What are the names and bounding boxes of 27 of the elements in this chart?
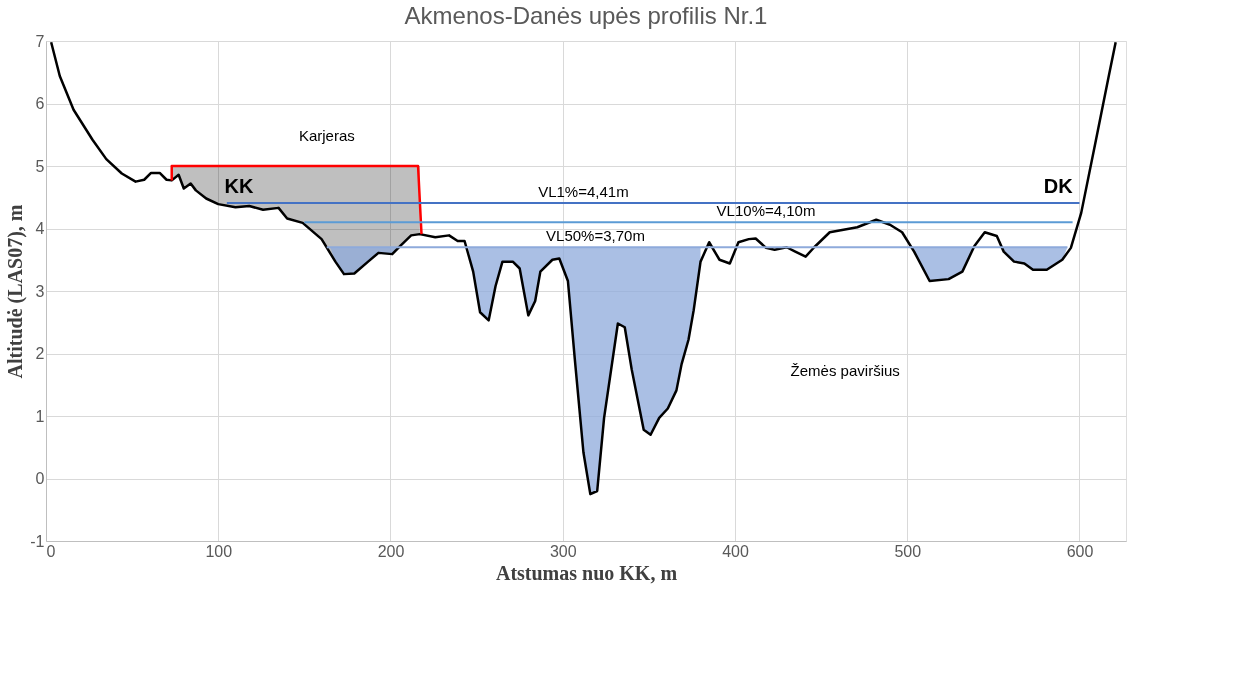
x-tick-label: 500 [894, 542, 922, 560]
annotation: VL50%=3,70m [546, 227, 645, 245]
x-tick-label: 600 [1066, 542, 1094, 560]
x-tick-label: 0 [46, 542, 56, 560]
annotation: VL1%=4,41m [538, 182, 629, 200]
y-tick-label: 3 [35, 282, 45, 300]
y-tick-label: 2 [35, 345, 45, 362]
y-axis-title: Altitudė (LAS07), m [4, 204, 28, 379]
chart-title: Akmenos-Danės upės profilis Nr.1 [404, 2, 768, 29]
line-series [49, 41, 1117, 496]
y-tick-label: 4 [35, 220, 45, 237]
annotation: Karjeras [298, 127, 355, 144]
x-tick-label: 100 [205, 542, 233, 560]
y-tick-label: 1 [35, 407, 45, 425]
x-tick-label: 300 [549, 542, 577, 560]
y-tick-label: 5 [35, 157, 45, 175]
x-axis-title: Atstumas nuo KK, m [495, 561, 678, 584]
annotation: Žemės paviršius [790, 362, 900, 379]
annotation: DK [1043, 175, 1074, 198]
x-tick-label: 400 [722, 542, 749, 560]
y-tick-label: -1 [30, 532, 45, 550]
y-tick-label: 0 [35, 470, 45, 487]
annotation: VL10%=4,10m [716, 202, 816, 220]
y-tick-label: 6 [35, 95, 45, 112]
annotation: KK [224, 175, 254, 198]
x-tick-label: 200 [377, 542, 405, 560]
y-tick-label: 7 [35, 32, 45, 50]
